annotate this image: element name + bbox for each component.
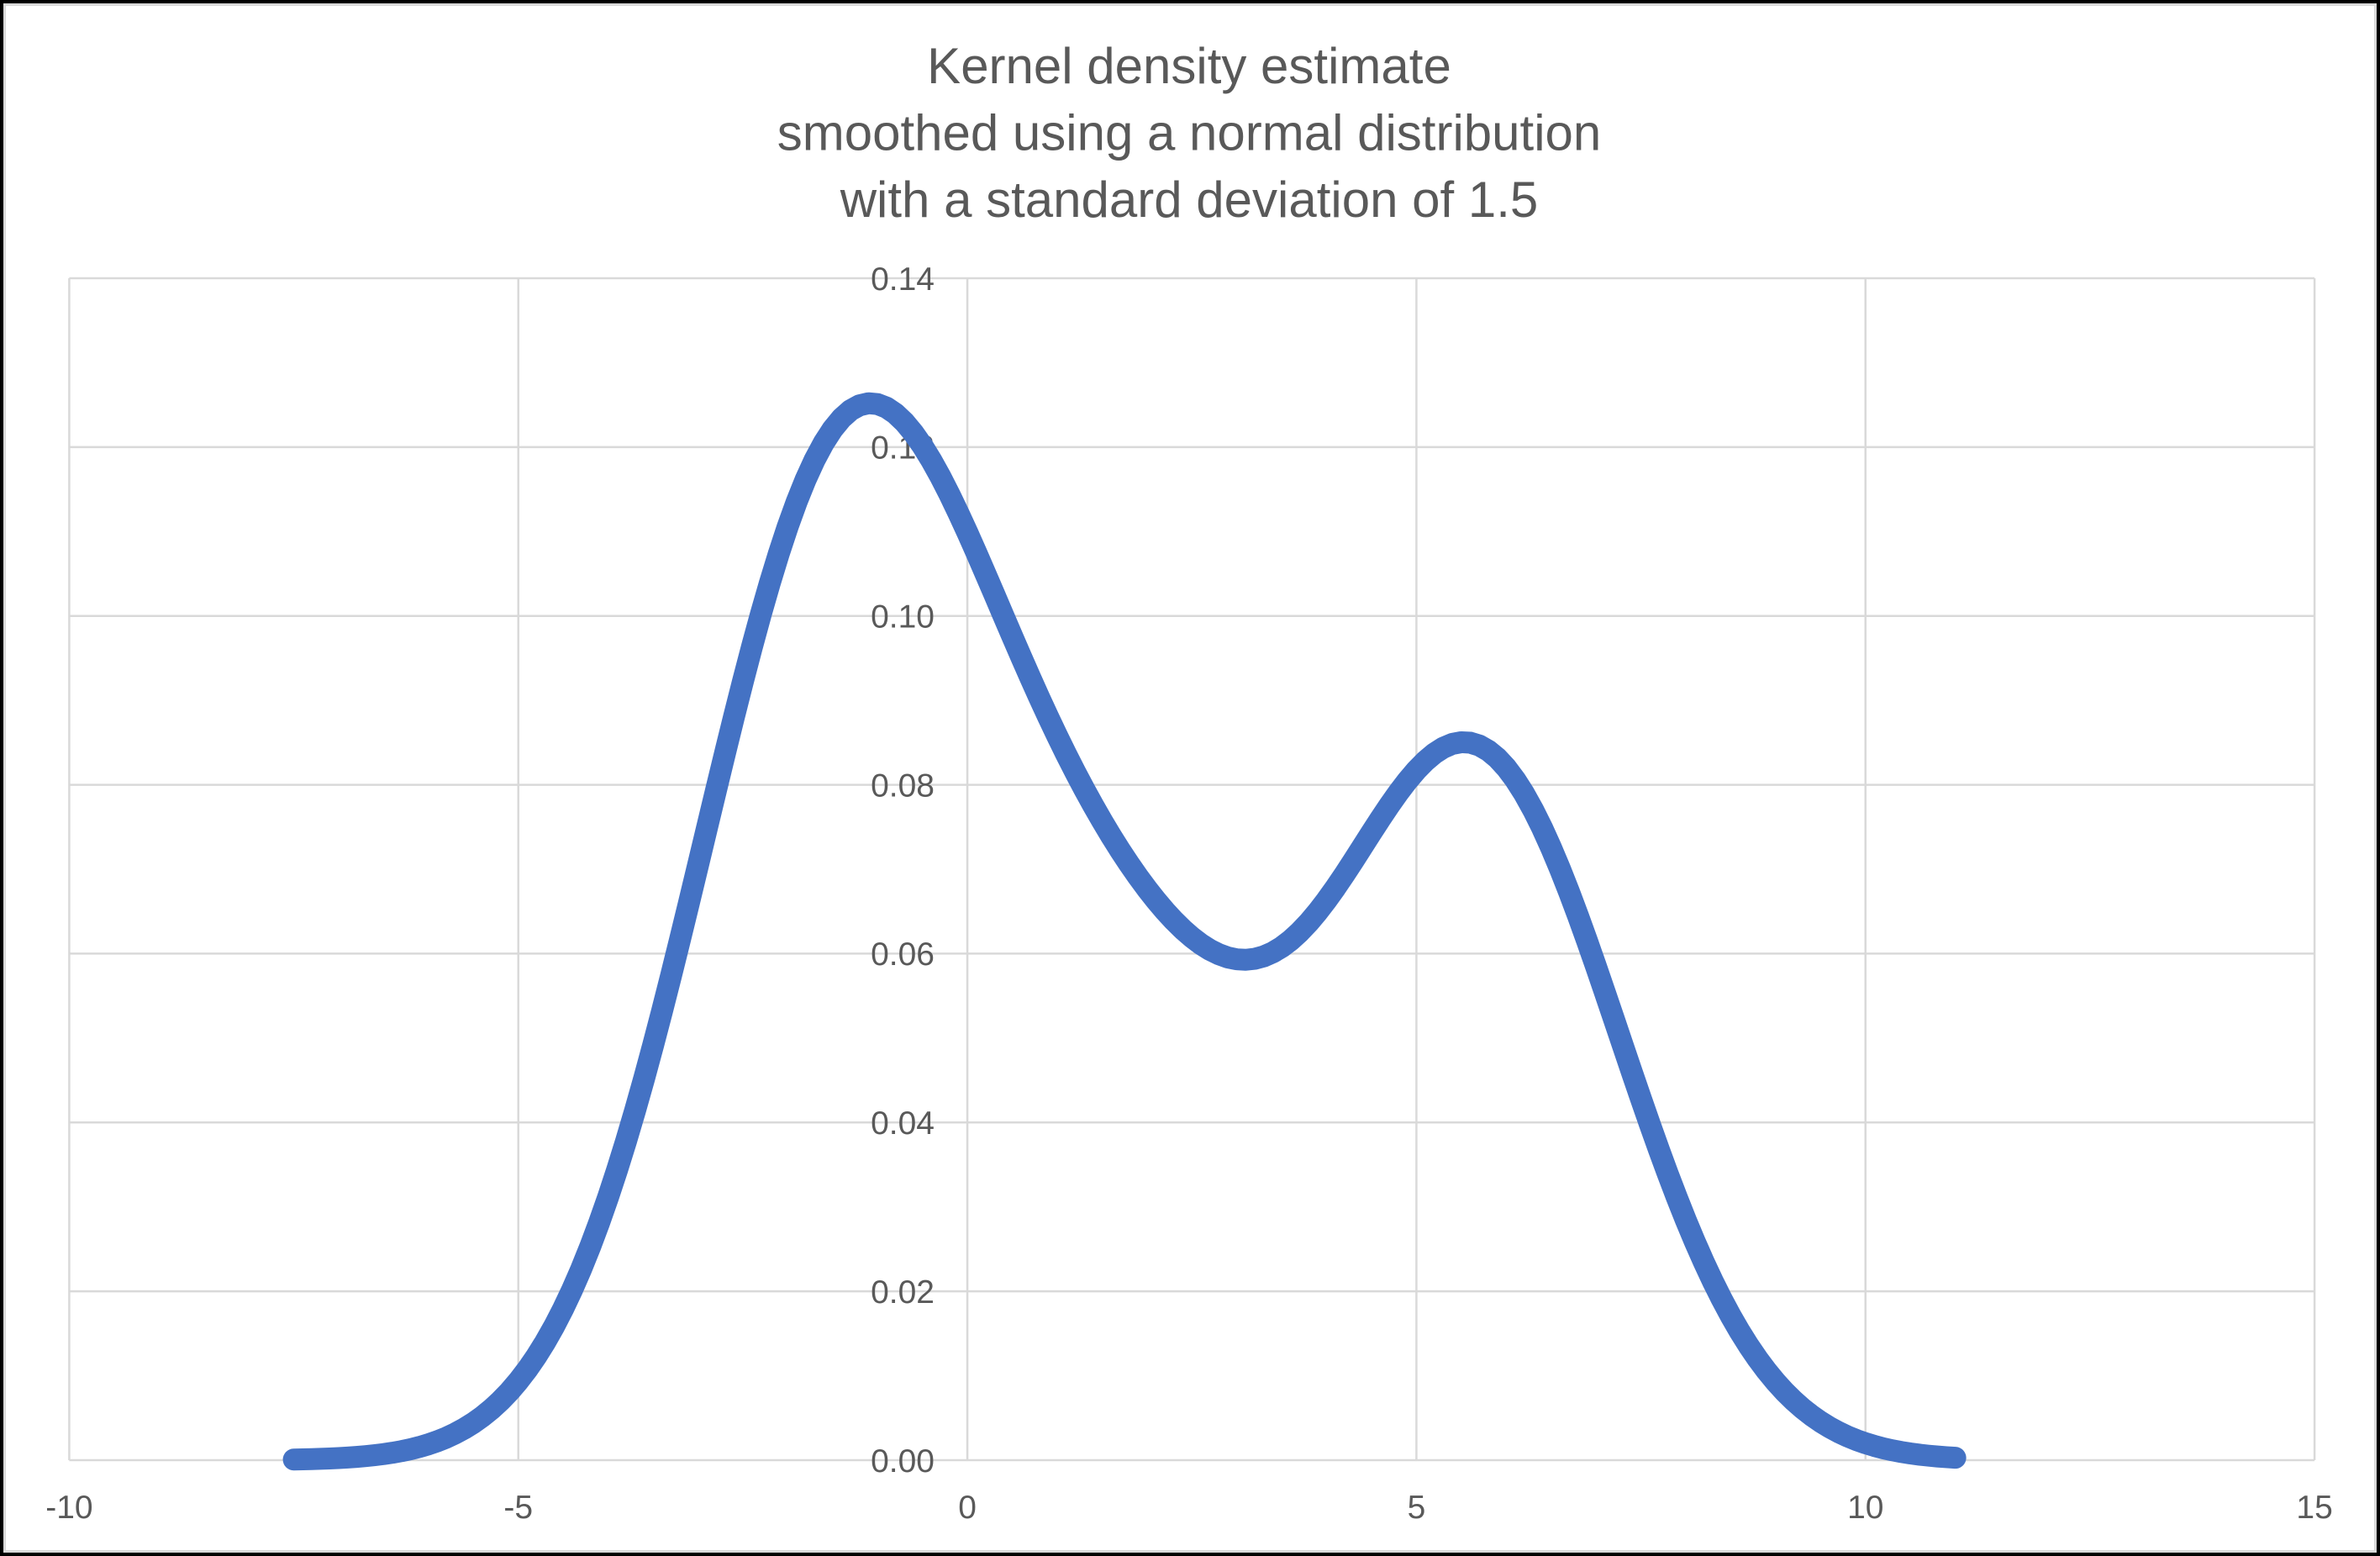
chart-area bbox=[3, 3, 2377, 1553]
y-tick-label: 0.10 bbox=[871, 599, 935, 636]
x-tick-label: 15 bbox=[2296, 1490, 2332, 1526]
chart-title: Kernel density estimate smoothed using a… bbox=[777, 38, 1602, 228]
chart-title-line-3: with a standard deviation of 1.5 bbox=[840, 171, 1539, 228]
y-tick-label: 0.14 bbox=[871, 261, 935, 298]
x-tick-label: 0 bbox=[958, 1490, 977, 1526]
chart-title-line-1: Kernel density estimate bbox=[927, 38, 1451, 94]
y-tick-label: 0.04 bbox=[871, 1105, 935, 1142]
y-axis-tick-labels: 0.000.020.040.060.080.100.120.14 bbox=[871, 261, 935, 1480]
chart-title-line-2: smoothed using a normal distribution bbox=[777, 105, 1602, 161]
y-tick-label: 0.06 bbox=[871, 936, 935, 973]
x-tick-label: -10 bbox=[45, 1490, 92, 1526]
y-tick-label: 0.00 bbox=[871, 1443, 935, 1480]
y-tick-label: 0.08 bbox=[871, 767, 935, 804]
x-axis-tick-labels: -10 -5 0 5 10 15 bbox=[45, 1490, 2333, 1526]
kde-curve bbox=[282, 392, 1967, 1471]
y-tick-label: 0.02 bbox=[871, 1274, 935, 1311]
gridlines bbox=[68, 277, 2316, 1462]
x-tick-label: 10 bbox=[1847, 1490, 1883, 1526]
x-tick-label: -5 bbox=[503, 1490, 533, 1526]
x-tick-label: 5 bbox=[1408, 1490, 1426, 1526]
